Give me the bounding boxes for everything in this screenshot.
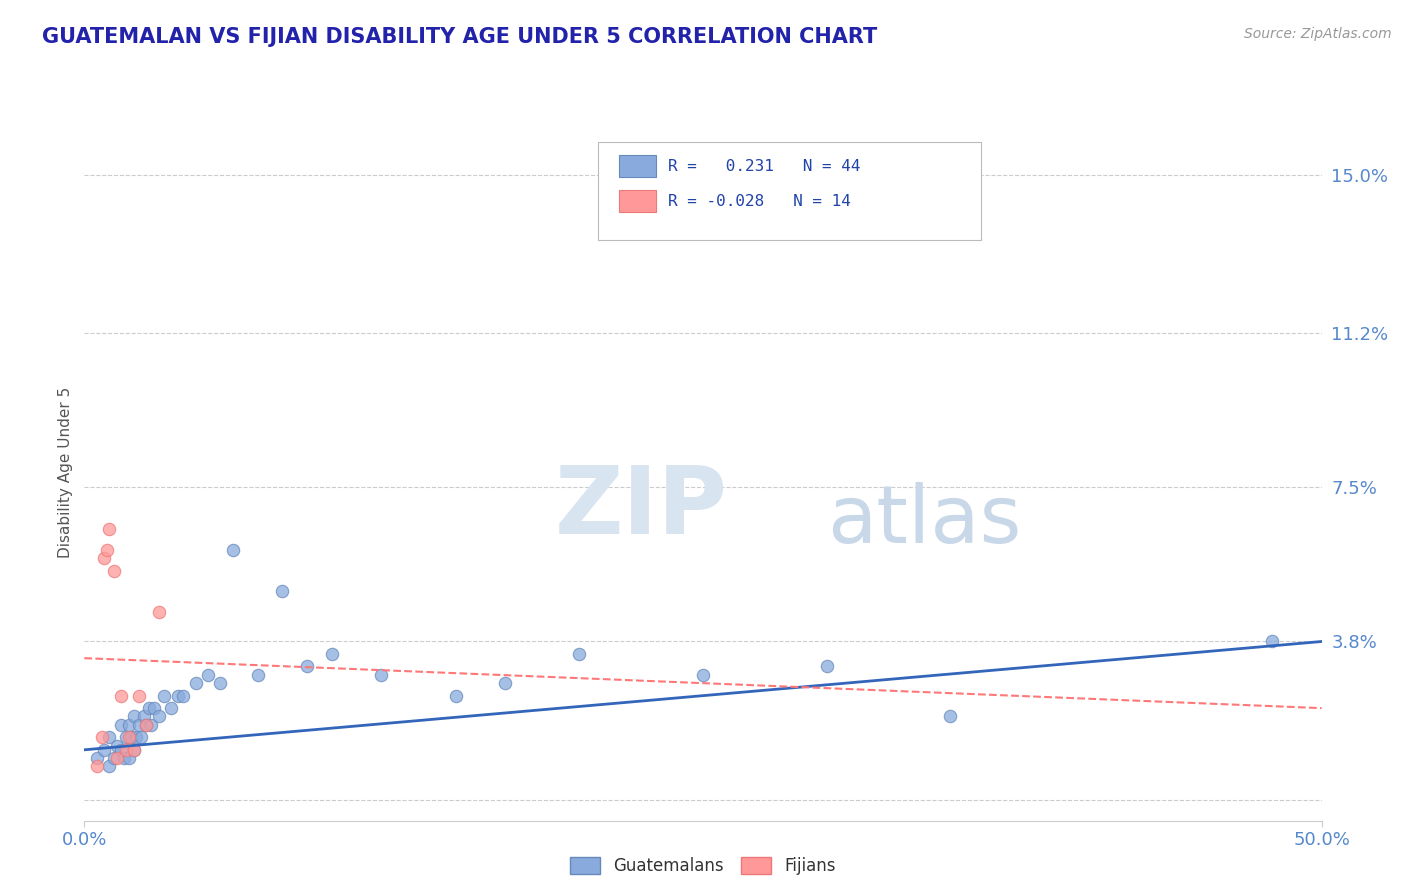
Text: GUATEMALAN VS FIJIAN DISABILITY AGE UNDER 5 CORRELATION CHART: GUATEMALAN VS FIJIAN DISABILITY AGE UNDE… (42, 27, 877, 46)
Point (118, 731, 141, 745)
Legend: Guatemalans, Fijians: Guatemalans, Fijians (564, 850, 842, 882)
Point (128, 689, 150, 703)
Point (160, 701, 183, 715)
Point (118, 718, 141, 732)
Point (110, 718, 132, 732)
Point (103, 751, 125, 765)
Point (112, 751, 135, 765)
Text: Source: ZipAtlas.com: Source: ZipAtlas.com (1244, 27, 1392, 41)
Point (141, 718, 163, 732)
Point (110, 689, 132, 703)
Point (98, 731, 121, 745)
Point (246, 668, 269, 682)
Text: R =   0.231   N = 44: R = 0.231 N = 44 (668, 159, 860, 174)
Point (122, 743, 145, 757)
Point (167, 689, 190, 703)
Point (1261, 634, 1284, 648)
Point (105, 739, 128, 753)
Point (86, 759, 108, 773)
Point (98, 522, 121, 536)
Point (129, 731, 152, 745)
FancyBboxPatch shape (598, 142, 981, 240)
Point (122, 743, 145, 757)
Point (148, 709, 170, 723)
Point (142, 701, 165, 715)
Point (125, 731, 148, 745)
Point (939, 709, 962, 723)
Point (692, 668, 714, 682)
Point (135, 718, 157, 732)
Point (494, 676, 516, 690)
Point (128, 718, 150, 732)
Point (122, 709, 145, 723)
Point (197, 668, 219, 682)
Point (815, 659, 838, 673)
Point (321, 647, 343, 661)
Point (444, 689, 467, 703)
Point (115, 743, 138, 757)
Point (90, 731, 112, 745)
Point (93, 551, 115, 566)
Point (135, 718, 157, 732)
Y-axis label: Disability Age Under 5: Disability Age Under 5 (58, 387, 73, 558)
Point (105, 751, 128, 765)
FancyBboxPatch shape (619, 190, 657, 212)
Point (172, 689, 194, 703)
Text: atlas: atlas (827, 483, 1021, 560)
Text: ZIP: ZIP (554, 461, 727, 554)
Point (115, 731, 138, 745)
Point (96, 542, 118, 557)
Point (209, 676, 232, 690)
Point (370, 668, 392, 682)
Point (222, 542, 245, 557)
Point (138, 701, 160, 715)
Point (148, 605, 170, 619)
Point (93, 743, 115, 757)
Point (568, 647, 591, 661)
Point (98, 759, 121, 773)
Point (118, 751, 141, 765)
Point (86, 751, 108, 765)
Point (110, 743, 132, 757)
Point (120, 731, 142, 745)
Point (271, 584, 294, 599)
Point (295, 659, 318, 673)
Point (132, 709, 155, 723)
FancyBboxPatch shape (619, 155, 657, 177)
Point (184, 676, 207, 690)
Point (152, 689, 174, 703)
Point (103, 564, 125, 578)
Text: R = -0.028   N = 14: R = -0.028 N = 14 (668, 194, 851, 209)
